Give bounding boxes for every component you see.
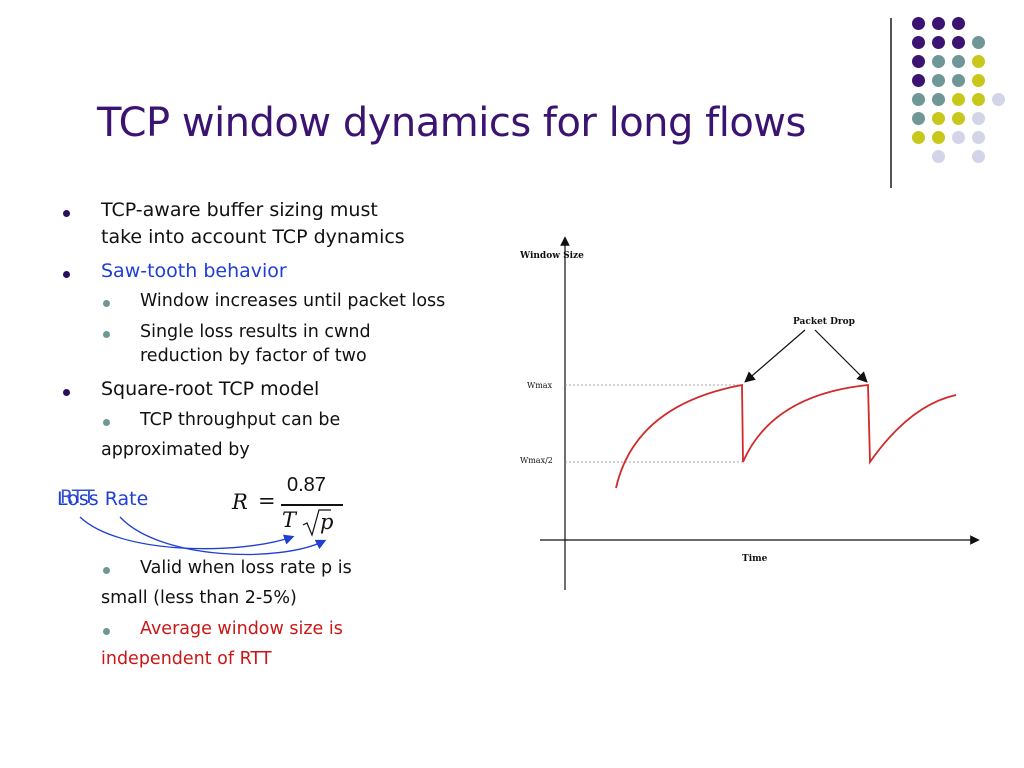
dot-teal [952,74,965,87]
dot-yellow [912,131,925,144]
bullet-dot [63,210,70,217]
sub-bullet-dot [103,567,110,574]
dot-yellow [952,93,965,106]
dot-yellow [952,112,965,125]
dot-lavender [972,131,985,144]
bullet-3-sub-1-line-2: approximated by [101,440,250,460]
rtt-annotation: RTT [60,486,95,508]
dot-yellow [932,131,945,144]
rtt-arrow [79,516,295,550]
y-tick-wmax: Wmax [527,381,553,390]
bullet-1-line-1: TCP-aware buffer sizing must [101,199,378,221]
packet-drop-arrow-right [814,329,868,383]
sub-bullet-dot [103,628,110,635]
dot-lavender [992,93,1005,106]
formula-lhs: R [232,490,248,514]
sub-bullet-dot [103,331,110,338]
dot-purple [912,36,925,49]
bullet-dot [63,389,70,396]
formula-fraction-bar [281,504,343,506]
y-axis-label: Window Size [519,251,584,261]
dot-lavender [952,131,965,144]
bullet-2-sub-2-line-2: reduction by factor of two [140,346,367,366]
formula-denominator-t: T [282,508,297,532]
x-axis-label: Time [742,554,768,564]
loss-rate-annotation: Loss Rate [57,488,149,510]
dot-teal [932,74,945,87]
dot-teal [932,93,945,106]
dot-teal [912,93,925,106]
bullet-dot [63,271,70,278]
bullet-3-sub-3-line-2: independent of RTT [101,649,272,669]
dot-teal [952,55,965,68]
dot-lavender [972,150,985,163]
packet-drop-arrow-left [744,329,806,383]
bullet-1-line-2: take into account TCP dynamics [101,226,405,248]
packet-drop-label: Packet Drop [793,317,855,327]
dot-yellow [972,74,985,87]
dot-lavender [972,112,985,125]
slide-title: TCP window dynamics for long flows [97,100,806,146]
sawtooth-series [615,383,957,489]
dot-yellow [972,55,985,68]
dot-purple [912,55,925,68]
dot-purple [912,17,925,30]
title-divider-line [890,18,892,188]
bullet-3-sub-1-line-1: TCP throughput can be [140,410,341,430]
bullet-2-sub-2-line-1: Single loss results in cwnd [140,322,371,342]
bullet-3: Square-root TCP model [101,378,320,400]
dot-purple [932,17,945,30]
dot-teal [932,55,945,68]
formula-numerator: 0.87 [287,474,326,496]
bullet-2: Saw-tooth behavior [101,260,287,282]
dot-teal [972,36,985,49]
bullet-3-sub-3-line-1: Average window size is [140,619,343,639]
dot-purple [912,74,925,87]
annotation-arrows [79,516,327,556]
sub-bullet-dot [103,419,110,426]
formula-equals: = [258,489,276,513]
bullet-3-sub-2-line-1: Valid when loss rate p is [140,558,352,578]
formula-denominator-p: p [320,510,334,534]
sawtooth-chart: Window Size Time Wmax Wmax/2 Packet Drop [519,236,980,590]
bullet-2-sub-1: Window increases until packet loss [140,291,446,311]
loss-rate-arrow [119,516,327,556]
dot-purple [952,36,965,49]
sqrt-sign [302,509,331,537]
dot-yellow [972,93,985,106]
dot-lavender [932,150,945,163]
dot-purple [932,36,945,49]
dot-teal [912,112,925,125]
sub-bullet-dot [103,300,110,307]
bullet-3-sub-2-line-2: small (less than 2-5%) [101,588,297,608]
dot-purple [952,17,965,30]
y-tick-wmax-half: Wmax/2 [520,456,553,465]
dot-yellow [932,112,945,125]
